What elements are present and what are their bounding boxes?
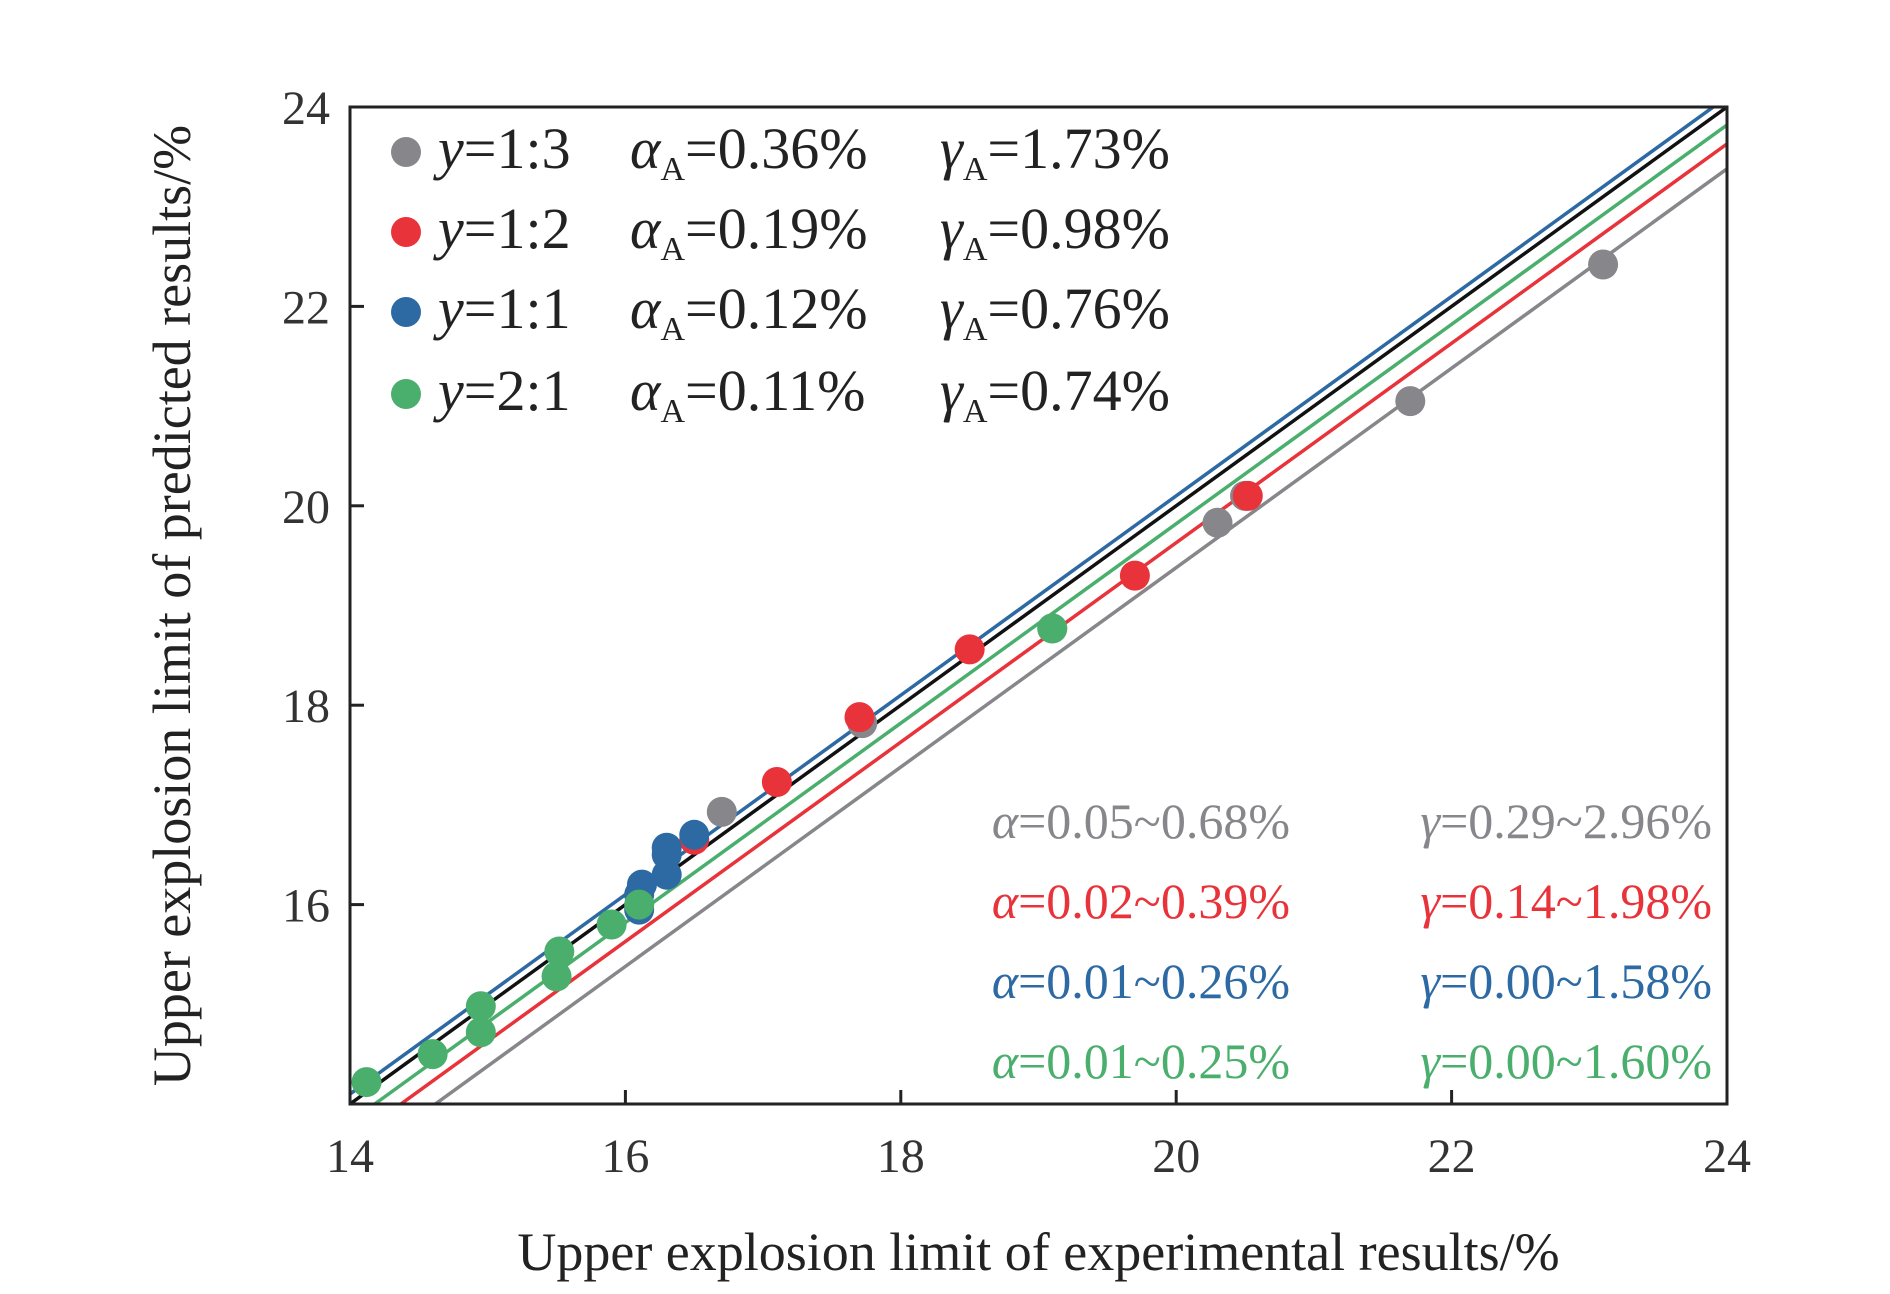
fit-line-3	[350, 107, 1717, 1096]
y-tick-label: 18	[282, 680, 330, 733]
data-point-s2-5	[1119, 560, 1150, 591]
data-point-s4-9	[1037, 613, 1068, 644]
data-point-s4-5	[541, 961, 572, 992]
error-range-annotations: α=0.05~0.68% γ=0.29~2.96% α=0.02~0.39% γ=0.…	[992, 793, 1712, 1089]
y-tick-label: 22	[282, 281, 330, 334]
legend-alpha-4: αA=0.11%	[630, 358, 865, 430]
legend-alpha-1: αA=0.36%	[630, 116, 868, 188]
data-point-s1-1	[706, 796, 737, 827]
legend-gamma-2: γA=0.98%	[940, 196, 1170, 268]
data-point-s4-8	[624, 889, 655, 920]
data-point-s2-2	[761, 766, 792, 797]
data-points	[351, 249, 1619, 1098]
legend-label-2: y=1:2	[433, 196, 571, 261]
data-point-s2-4	[954, 634, 985, 665]
x-tick-label: 22	[1428, 1130, 1476, 1183]
legend-marker-3	[391, 297, 421, 327]
legend: y=1:3 αA=0.36% γA=1.73% y=1:2 αA=0.19% γA=0.9…	[391, 116, 1170, 430]
legend-marker-4	[391, 379, 421, 409]
y-tick-label: 20	[282, 481, 330, 534]
alpha-range-1: α=0.05~0.68%	[992, 793, 1290, 849]
alpha-range-2: α=0.02~0.39%	[992, 873, 1290, 929]
x-tick-label: 18	[877, 1130, 925, 1183]
data-point-s4-3	[465, 1017, 496, 1048]
data-point-s4-6	[544, 936, 575, 967]
plot-frame	[348, 105, 1729, 1106]
data-point-s1-7	[1588, 249, 1619, 280]
gamma-range-1: γ=0.29~2.96%	[1420, 793, 1712, 849]
gamma-range-4: γ=0.00~1.60%	[1420, 1033, 1712, 1089]
x-tick-label: 24	[1703, 1130, 1751, 1183]
legend-label-4: y=2:1	[433, 358, 571, 423]
legend-label-3: y=1:1	[433, 276, 571, 341]
data-point-s2-6	[1232, 480, 1263, 511]
data-point-s1-6	[1395, 386, 1426, 417]
reference-line	[350, 107, 1727, 1104]
data-point-s2-3	[844, 702, 875, 733]
alpha-range-3: α=0.01~0.26%	[992, 953, 1290, 1009]
fit-line-2	[397, 142, 1727, 1104]
legend-alpha-3: αA=0.12%	[630, 276, 868, 348]
legend-alpha-2: αA=0.19%	[630, 196, 868, 268]
x-tick-label: 16	[601, 1130, 649, 1183]
data-point-s1-4	[1202, 507, 1233, 538]
data-point-s3-7	[679, 819, 710, 850]
y-tick-label: 24	[282, 82, 330, 135]
legend-gamma-3: γA=0.76%	[940, 276, 1170, 348]
x-tick-label: 20	[1152, 1130, 1200, 1183]
gamma-range-3: γ=0.00~1.58%	[1420, 953, 1712, 1009]
alpha-range-4: α=0.01~0.25%	[992, 1033, 1290, 1089]
data-point-s4-7	[596, 909, 627, 940]
y-tick-label: 16	[282, 880, 330, 933]
reference-line-group	[350, 107, 1727, 1104]
data-point-s3-6	[651, 832, 682, 863]
axis-tick-labels: 14 16 18 20 22 24 16 18 20 22 24	[282, 82, 1751, 1183]
data-point-s4-2	[417, 1039, 448, 1070]
y-axis-title: Upper explosion limit of predicted resul…	[142, 125, 202, 1086]
legend-marker-2	[391, 217, 421, 247]
legend-gamma-4: γA=0.74%	[940, 358, 1170, 430]
data-point-s4-1	[351, 1067, 382, 1098]
fit-line-1	[432, 167, 1727, 1104]
x-axis-title: Upper explosion limit of experimental re…	[517, 1222, 1559, 1282]
gamma-range-2: γ=0.14~1.98%	[1420, 873, 1712, 929]
legend-marker-1	[391, 137, 421, 167]
axis-ticks	[348, 105, 1729, 1104]
x-tick-label: 14	[326, 1130, 374, 1183]
legend-label-1: y=1:3	[433, 116, 571, 181]
data-point-s4-4	[465, 991, 496, 1022]
legend-gamma-1: γA=1.73%	[940, 116, 1170, 188]
